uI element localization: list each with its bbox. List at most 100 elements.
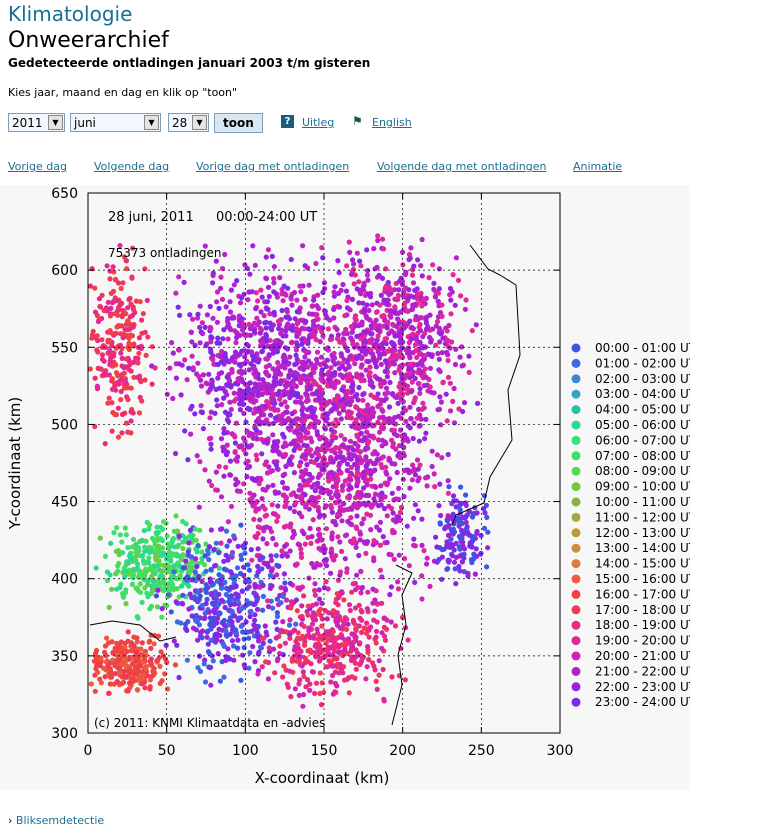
english-link[interactable]: English — [372, 116, 412, 129]
discharge-dot — [287, 505, 293, 511]
discharge-dot — [380, 408, 386, 414]
discharge-dot — [385, 480, 391, 486]
discharge-dot — [231, 643, 237, 649]
discharge-dot — [386, 404, 393, 410]
discharge-dot — [322, 426, 328, 432]
flag-icon[interactable]: ⚑ — [352, 114, 363, 128]
discharge-dot — [260, 536, 266, 542]
discharge-dot — [318, 702, 325, 708]
discharge-dot — [398, 309, 404, 315]
discharge-dot — [242, 394, 248, 400]
discharge-dot — [456, 533, 462, 540]
discharge-dot — [433, 534, 439, 540]
discharge-dot — [317, 643, 323, 649]
prev-day-link[interactable]: Vorige dag — [8, 160, 67, 173]
discharge-dot — [126, 670, 132, 676]
discharge-dot — [406, 287, 412, 293]
month-select[interactable]: juni ▼ — [70, 113, 161, 132]
discharge-dot — [229, 369, 235, 375]
discharge-dot — [130, 536, 137, 542]
next-day-discharges-link[interactable]: Volgende dag met ontladingen — [377, 160, 547, 173]
prev-day-discharges-link[interactable]: Vorige dag met ontladingen — [196, 160, 350, 173]
discharge-dot — [332, 397, 338, 403]
discharge-dot — [141, 655, 147, 661]
discharge-dot — [114, 678, 120, 685]
discharge-dot — [356, 623, 362, 629]
discharge-dot — [271, 309, 277, 315]
day-select[interactable]: 28 ▼ — [168, 113, 209, 132]
discharge-dot — [267, 311, 273, 317]
discharge-dot — [107, 276, 113, 282]
help-icon[interactable]: ? — [281, 115, 294, 128]
discharge-dot — [114, 298, 120, 304]
discharge-dot — [247, 490, 253, 496]
discharge-dot — [398, 427, 404, 433]
discharge-dot — [227, 299, 233, 305]
show-button[interactable]: toon — [214, 113, 263, 133]
discharge-dot — [445, 451, 451, 458]
discharge-dot — [358, 291, 364, 297]
discharge-dot — [240, 401, 247, 407]
discharge-dot — [93, 565, 99, 571]
animation-link[interactable]: Animatie — [573, 160, 623, 173]
legend-swatch — [571, 620, 581, 630]
discharge-dot — [206, 544, 213, 550]
discharge-dot — [106, 604, 112, 610]
discharge-dot — [192, 411, 198, 417]
breadcrumb-link[interactable]: Bliksemdetectie — [15, 814, 105, 827]
discharge-dot — [344, 569, 350, 575]
discharge-dot — [402, 677, 408, 683]
discharge-dot — [203, 582, 209, 588]
discharge-dot — [354, 250, 360, 256]
discharge-dot — [316, 587, 322, 593]
discharge-dot — [396, 450, 402, 456]
discharge-dot — [359, 629, 365, 635]
discharge-dot — [270, 350, 276, 356]
discharge-dot — [158, 574, 164, 580]
discharge-dot — [377, 429, 383, 435]
discharge-dot — [331, 648, 337, 654]
discharge-dot — [242, 354, 248, 360]
discharge-dot — [378, 461, 384, 467]
discharge-dot — [375, 333, 381, 339]
discharge-dot — [328, 495, 334, 501]
discharge-dot — [262, 513, 268, 519]
next-day-link[interactable]: Volgende dag — [94, 160, 170, 173]
discharge-dot — [195, 617, 201, 623]
discharge-dot — [264, 371, 270, 377]
discharge-dot — [368, 347, 374, 353]
discharge-dot — [359, 416, 365, 422]
discharge-dot — [264, 560, 270, 566]
discharge-dot — [284, 409, 290, 415]
discharge-dot — [285, 321, 291, 327]
discharge-dot — [242, 438, 248, 444]
discharge-dot — [379, 443, 385, 449]
discharge-dot — [429, 463, 435, 470]
discharge-dot — [297, 614, 303, 620]
discharge-dot — [282, 471, 288, 477]
discharge-dot — [345, 348, 351, 354]
discharge-dot — [260, 419, 267, 425]
discharge-dot — [406, 294, 412, 300]
discharge-dot — [344, 461, 351, 467]
discharge-dot — [376, 272, 382, 278]
discharge-dot — [361, 469, 367, 475]
discharge-dot — [294, 608, 300, 614]
discharge-dot — [299, 514, 305, 520]
discharge-dot — [319, 623, 325, 629]
discharge-dot — [247, 380, 253, 386]
year-select[interactable]: 2011 ▼ — [8, 113, 65, 132]
discharge-dot — [469, 328, 475, 334]
discharge-dot — [135, 676, 141, 682]
x-axis-label: X-coordinaat (km) — [255, 769, 390, 787]
site-title[interactable]: Klimatologie — [8, 2, 133, 26]
discharge-dot — [216, 463, 222, 470]
discharge-dot — [314, 456, 320, 462]
discharge-dot — [285, 415, 292, 422]
discharge-dot — [277, 650, 283, 657]
discharge-dot — [332, 284, 338, 290]
discharge-dot — [154, 563, 160, 569]
help-link[interactable]: Uitleg — [302, 116, 335, 129]
discharge-dot — [358, 336, 364, 342]
discharge-dot — [152, 365, 158, 371]
